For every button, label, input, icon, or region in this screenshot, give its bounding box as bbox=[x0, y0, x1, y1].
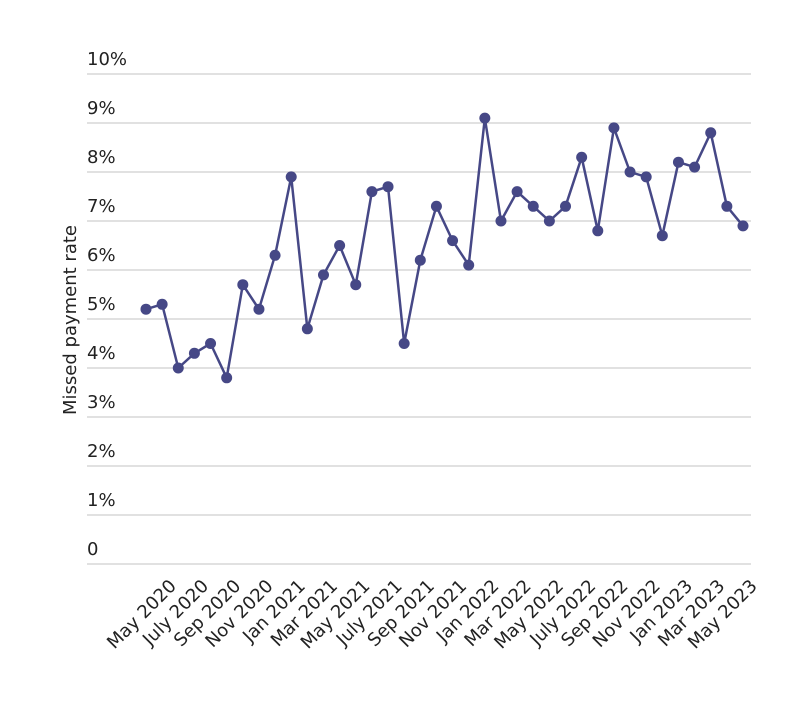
point bbox=[414, 254, 426, 266]
y-tick-label: 4% bbox=[87, 343, 116, 364]
point bbox=[447, 235, 459, 247]
point bbox=[527, 200, 539, 212]
point bbox=[463, 259, 475, 271]
point bbox=[608, 122, 620, 134]
point bbox=[269, 249, 281, 261]
point bbox=[705, 127, 717, 139]
point bbox=[334, 240, 346, 251]
y-tick-label: 3% bbox=[87, 392, 116, 413]
y-tick-label: 1% bbox=[87, 490, 116, 511]
y-tick-label: 10% bbox=[87, 49, 127, 70]
point bbox=[398, 338, 410, 349]
point bbox=[253, 303, 265, 315]
point bbox=[188, 347, 200, 359]
point bbox=[624, 166, 636, 178]
point bbox=[721, 200, 733, 212]
point bbox=[205, 338, 217, 349]
point bbox=[285, 171, 297, 183]
y-tick-label: 9% bbox=[87, 98, 116, 119]
point bbox=[543, 215, 555, 227]
point bbox=[140, 303, 152, 315]
point bbox=[576, 151, 588, 163]
point bbox=[366, 186, 378, 198]
point bbox=[382, 181, 394, 193]
point bbox=[301, 323, 313, 335]
y-tick-label: 0 bbox=[87, 539, 98, 560]
point bbox=[592, 225, 604, 237]
y-tick-label: 8% bbox=[87, 147, 116, 168]
y-axis-label: Missed payment rate bbox=[60, 225, 81, 415]
point bbox=[656, 230, 668, 242]
point bbox=[156, 298, 168, 310]
point bbox=[479, 112, 491, 124]
point bbox=[237, 279, 249, 291]
y-tick-label: 6% bbox=[87, 245, 116, 266]
point bbox=[737, 220, 749, 232]
point bbox=[495, 215, 507, 227]
point bbox=[672, 156, 684, 168]
point bbox=[317, 269, 329, 281]
point bbox=[560, 200, 572, 212]
point bbox=[511, 186, 523, 198]
point bbox=[640, 171, 652, 183]
point bbox=[430, 200, 442, 212]
point bbox=[689, 161, 701, 173]
point bbox=[350, 279, 362, 291]
point bbox=[172, 362, 184, 374]
line bbox=[145, 116, 744, 380]
y-tick-label: 7% bbox=[87, 196, 116, 217]
y-tick-label: 5% bbox=[87, 294, 116, 315]
y-tick-label: 2% bbox=[87, 441, 116, 462]
point bbox=[221, 372, 233, 384]
